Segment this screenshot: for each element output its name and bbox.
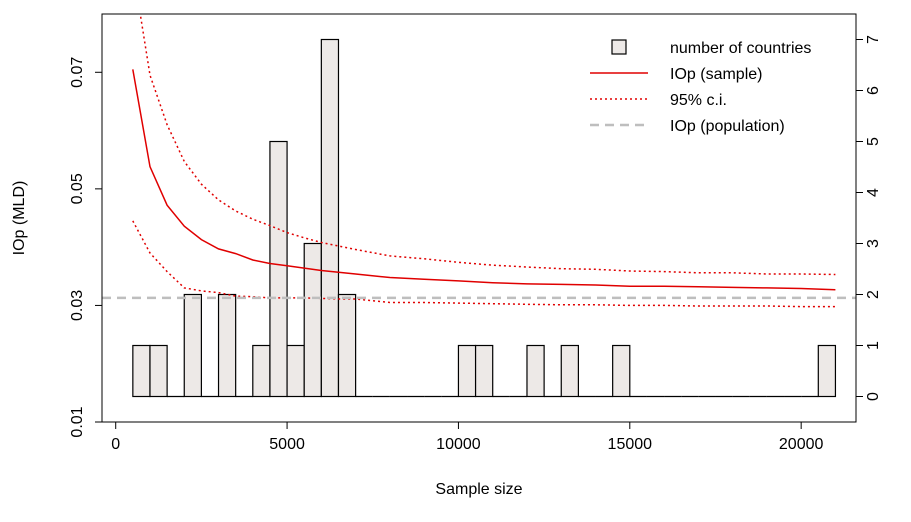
x-axis: 0 5000 10000 15000 20000 [111, 422, 824, 453]
histogram-bar [217, 293, 237, 398]
histogram-bar [149, 344, 168, 398]
x-tick-label: 20000 [779, 436, 824, 453]
series-line-solid [132, 69, 836, 291]
y-axis-left: 0.01 0.03 0.05 0.07 [69, 57, 102, 438]
y-right-tick-label: 0 [865, 392, 882, 401]
y-axis-label: IOp (MLD) [11, 181, 28, 256]
legend: number of countries IOp (sample) 95% c.i. I… [590, 39, 811, 135]
histogram-bar [560, 344, 579, 398]
y-right-tick-label: 6 [865, 86, 882, 95]
histogram-bar [337, 293, 357, 398]
plot-frame [101, 13, 857, 423]
y-axis-right: 0 1 2 3 4 5 6 7 [856, 35, 882, 401]
histogram-bar [526, 344, 545, 398]
legend-label: IOp (population) [670, 118, 785, 135]
histogram-bar [269, 140, 288, 398]
y-right-tick-label: 3 [865, 239, 882, 248]
x-tick-label: 5000 [269, 436, 305, 453]
y-right-tick-label: 2 [865, 290, 882, 299]
histogram-bar [132, 344, 151, 398]
y-right-tick-label: 4 [865, 188, 882, 197]
histogram-bar [612, 344, 631, 398]
x-tick-label: 10000 [436, 436, 481, 453]
histogram-bar [286, 344, 305, 398]
y-left-tick-label: 0.07 [69, 57, 86, 88]
series-lines [102, 14, 856, 308]
y-right-tick-label: 5 [865, 137, 882, 146]
legend-label: 95% c.i. [670, 92, 727, 109]
legend-label: number of countries [670, 40, 811, 57]
y-left-tick-label: 0.03 [69, 290, 86, 321]
x-tick-label: 15000 [608, 436, 653, 453]
histogram-bar [183, 293, 202, 398]
histogram-bars [132, 38, 837, 398]
x-tick-label: 0 [111, 436, 120, 453]
histogram-bar [320, 38, 340, 398]
legend-swatch-box [611, 39, 627, 55]
y-right-tick-label: 7 [865, 35, 882, 44]
histogram-bar [252, 344, 271, 398]
x-axis-label: Sample size [435, 481, 522, 498]
histogram-bar [817, 344, 837, 398]
y-left-tick-label: 0.05 [69, 173, 86, 204]
y-left-tick-label: 0.01 [69, 406, 86, 437]
legend-label: IOp (sample) [670, 66, 762, 83]
histogram-bar [474, 344, 494, 398]
y-right-tick-label: 1 [865, 341, 882, 350]
histogram-bar [303, 242, 322, 398]
histogram-bar [457, 344, 477, 398]
series-line-dotted [132, 220, 836, 308]
